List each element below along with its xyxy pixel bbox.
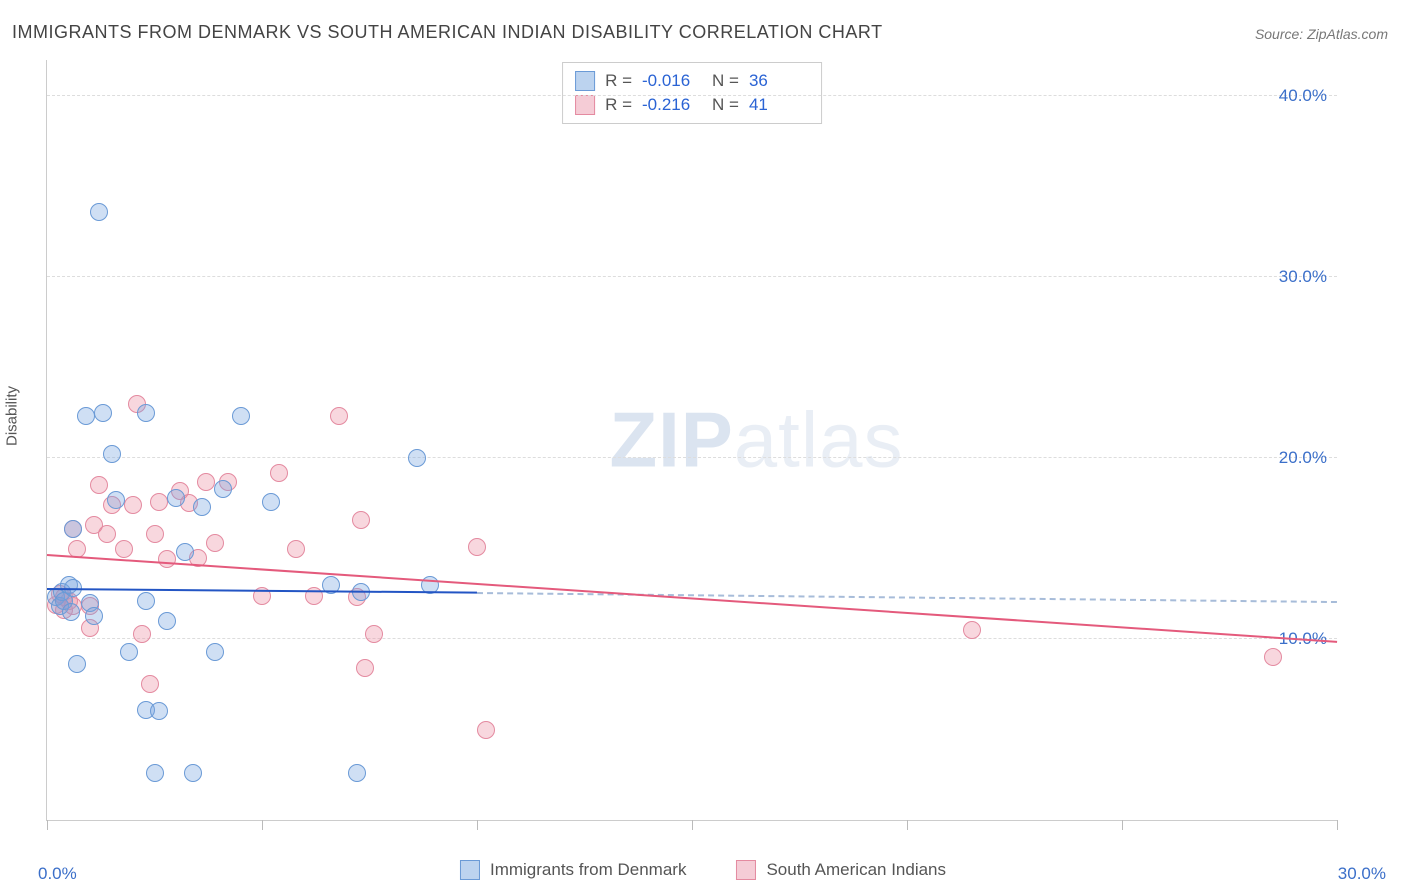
swatch-series-b [736, 860, 756, 880]
scatter-point [133, 625, 151, 643]
scatter-point [90, 476, 108, 494]
scatter-point [270, 464, 288, 482]
scatter-point [408, 449, 426, 467]
scatter-point [477, 721, 495, 739]
scatter-point [1264, 648, 1282, 666]
scatter-plot-area: ZIPatlas R = -0.016 N = 36 R = -0.216 N … [46, 60, 1337, 821]
swatch-series-a [460, 860, 480, 880]
scatter-point [150, 702, 168, 720]
scatter-point [146, 525, 164, 543]
chart-title: IMMIGRANTS FROM DENMARK VS SOUTH AMERICA… [12, 22, 883, 43]
stat-r-label: R = [605, 71, 632, 91]
scatter-point [287, 540, 305, 558]
x-tick [262, 820, 263, 830]
stat-n-label: N = [712, 95, 739, 115]
scatter-point [352, 511, 370, 529]
stat-n-label: N = [712, 71, 739, 91]
source-attribution: Source: ZipAtlas.com [1255, 26, 1388, 42]
scatter-point [356, 659, 374, 677]
scatter-point [184, 764, 202, 782]
scatter-point [150, 493, 168, 511]
scatter-point [214, 480, 232, 498]
scatter-point [262, 493, 280, 511]
scatter-point [963, 621, 981, 639]
swatch-series-b [575, 95, 595, 115]
scatter-point [62, 603, 80, 621]
x-tick [692, 820, 693, 830]
stats-legend-box: R = -0.016 N = 36 R = -0.216 N = 41 [562, 62, 822, 124]
scatter-point [365, 625, 383, 643]
x-tick [1337, 820, 1338, 830]
scatter-point [193, 498, 211, 516]
gridline [47, 638, 1337, 639]
scatter-point [158, 612, 176, 630]
scatter-point [348, 764, 366, 782]
scatter-point [77, 407, 95, 425]
bottom-legend: Immigrants from Denmark South American I… [460, 860, 946, 880]
scatter-point [120, 643, 138, 661]
stats-row-series-a: R = -0.016 N = 36 [575, 69, 809, 93]
scatter-point [124, 496, 142, 514]
scatter-point [232, 407, 250, 425]
scatter-point [103, 445, 121, 463]
swatch-series-a [575, 71, 595, 91]
x-tick [477, 820, 478, 830]
scatter-point [206, 534, 224, 552]
source-prefix: Source: [1255, 26, 1307, 42]
scatter-point [90, 203, 108, 221]
scatter-point [468, 538, 486, 556]
stat-r-value-a: -0.016 [642, 71, 702, 91]
legend-item-series-b: South American Indians [736, 860, 946, 880]
gridline [47, 276, 1337, 277]
stats-row-series-b: R = -0.216 N = 41 [575, 93, 809, 117]
y-axis-label: Disability [4, 386, 21, 446]
scatter-point [94, 404, 112, 422]
stat-n-value-a: 36 [749, 71, 809, 91]
scatter-point [176, 543, 194, 561]
gridline [47, 95, 1337, 96]
scatter-point [98, 525, 116, 543]
source-name: ZipAtlas.com [1307, 26, 1388, 42]
x-tick-label-max: 30.0% [1338, 864, 1386, 884]
y-tick-label: 20.0% [1279, 448, 1327, 468]
scatter-point [146, 764, 164, 782]
scatter-point [68, 655, 86, 673]
scatter-point [64, 520, 82, 538]
gridline [47, 457, 1337, 458]
scatter-point [206, 643, 224, 661]
y-tick-label: 40.0% [1279, 86, 1327, 106]
watermark-zip: ZIP [609, 396, 733, 484]
x-tick [907, 820, 908, 830]
scatter-point [137, 592, 155, 610]
scatter-point [141, 675, 159, 693]
scatter-point [107, 491, 125, 509]
scatter-point [197, 473, 215, 491]
x-tick [1122, 820, 1123, 830]
legend-label-b: South American Indians [766, 860, 946, 880]
legend-label-a: Immigrants from Denmark [490, 860, 686, 880]
scatter-point [115, 540, 133, 558]
stat-r-value-b: -0.216 [642, 95, 702, 115]
stat-n-value-b: 41 [749, 95, 809, 115]
stat-r-label: R = [605, 95, 632, 115]
scatter-point [330, 407, 348, 425]
x-tick [47, 820, 48, 830]
scatter-point [158, 550, 176, 568]
scatter-point [137, 404, 155, 422]
watermark: ZIPatlas [609, 395, 903, 486]
y-tick-label: 30.0% [1279, 267, 1327, 287]
scatter-point [167, 489, 185, 507]
scatter-point [85, 607, 103, 625]
x-tick-label-min: 0.0% [38, 864, 77, 884]
legend-item-series-a: Immigrants from Denmark [460, 860, 686, 880]
watermark-atlas: atlas [734, 396, 904, 484]
